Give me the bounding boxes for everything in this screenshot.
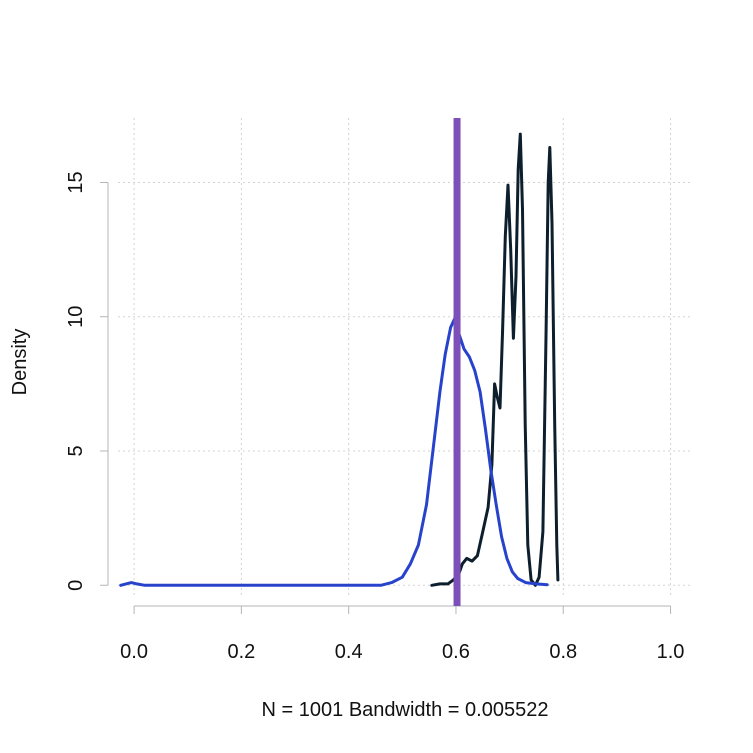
x-tick-label: 0.2 (227, 641, 255, 663)
x-tick-label: 1.0 (657, 641, 685, 663)
density-curve-1 (430, 132, 560, 587)
plot-axes: 0.0 0.2 0.4 0.6 0.8 1.0 0 5 10 15 (65, 171, 684, 663)
x-axis-title: N = 1001 Bandwidth = 0.005522 (262, 699, 549, 721)
y-tick-label: 10 (65, 306, 87, 328)
y-tick-label: 15 (65, 171, 87, 193)
x-tick-label: 0.4 (335, 641, 363, 663)
y-tick-label: 5 (65, 445, 87, 456)
x-tick-label: 0.6 (442, 641, 470, 663)
plot-series (119, 132, 560, 587)
density-curve-2 (119, 316, 549, 587)
x-tick-label: 0.8 (549, 641, 577, 663)
plot-grid (118, 118, 692, 596)
y-tick-label: 0 (65, 580, 87, 591)
y-axis-title: Density (9, 329, 31, 396)
x-tick-label: 0.0 (120, 641, 148, 663)
